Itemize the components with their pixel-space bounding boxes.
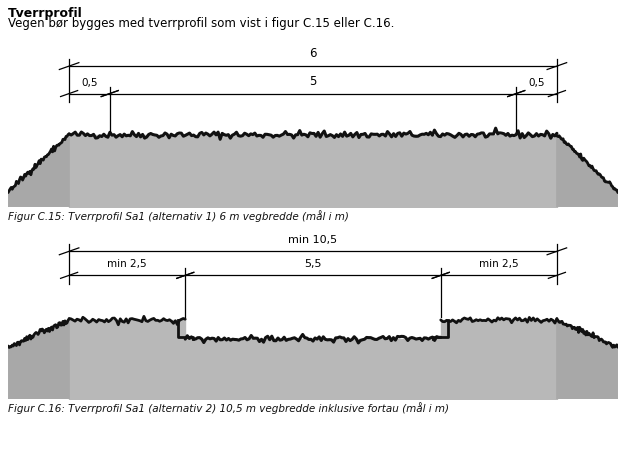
Text: 0,5: 0,5 xyxy=(81,78,98,87)
Text: 6: 6 xyxy=(309,47,317,60)
Text: Vegen bør bygges med tverrprofil som vist i figur C.15 eller C.16.: Vegen bør bygges med tverrprofil som vis… xyxy=(8,17,394,30)
Text: 5: 5 xyxy=(309,74,317,87)
Text: min 2,5: min 2,5 xyxy=(479,259,518,269)
Text: 5,5: 5,5 xyxy=(304,259,322,269)
Text: Figur C.15: Tverrprofil Sa1 (alternativ 1) 6 m vegbredde (mål i m): Figur C.15: Tverrprofil Sa1 (alternativ … xyxy=(8,210,349,221)
Text: Figur C.16: Tverrprofil Sa1 (alternativ 2) 10,5 m vegbredde inklusive fortau (må: Figur C.16: Tverrprofil Sa1 (alternativ … xyxy=(8,401,449,413)
Text: 0,5: 0,5 xyxy=(528,78,545,87)
Polygon shape xyxy=(557,320,618,399)
Polygon shape xyxy=(8,135,69,207)
Polygon shape xyxy=(557,135,618,207)
Text: Tverrprofil: Tverrprofil xyxy=(8,7,83,20)
Text: min 2,5: min 2,5 xyxy=(108,259,147,269)
Text: min 10,5: min 10,5 xyxy=(289,235,337,245)
Polygon shape xyxy=(8,320,69,399)
